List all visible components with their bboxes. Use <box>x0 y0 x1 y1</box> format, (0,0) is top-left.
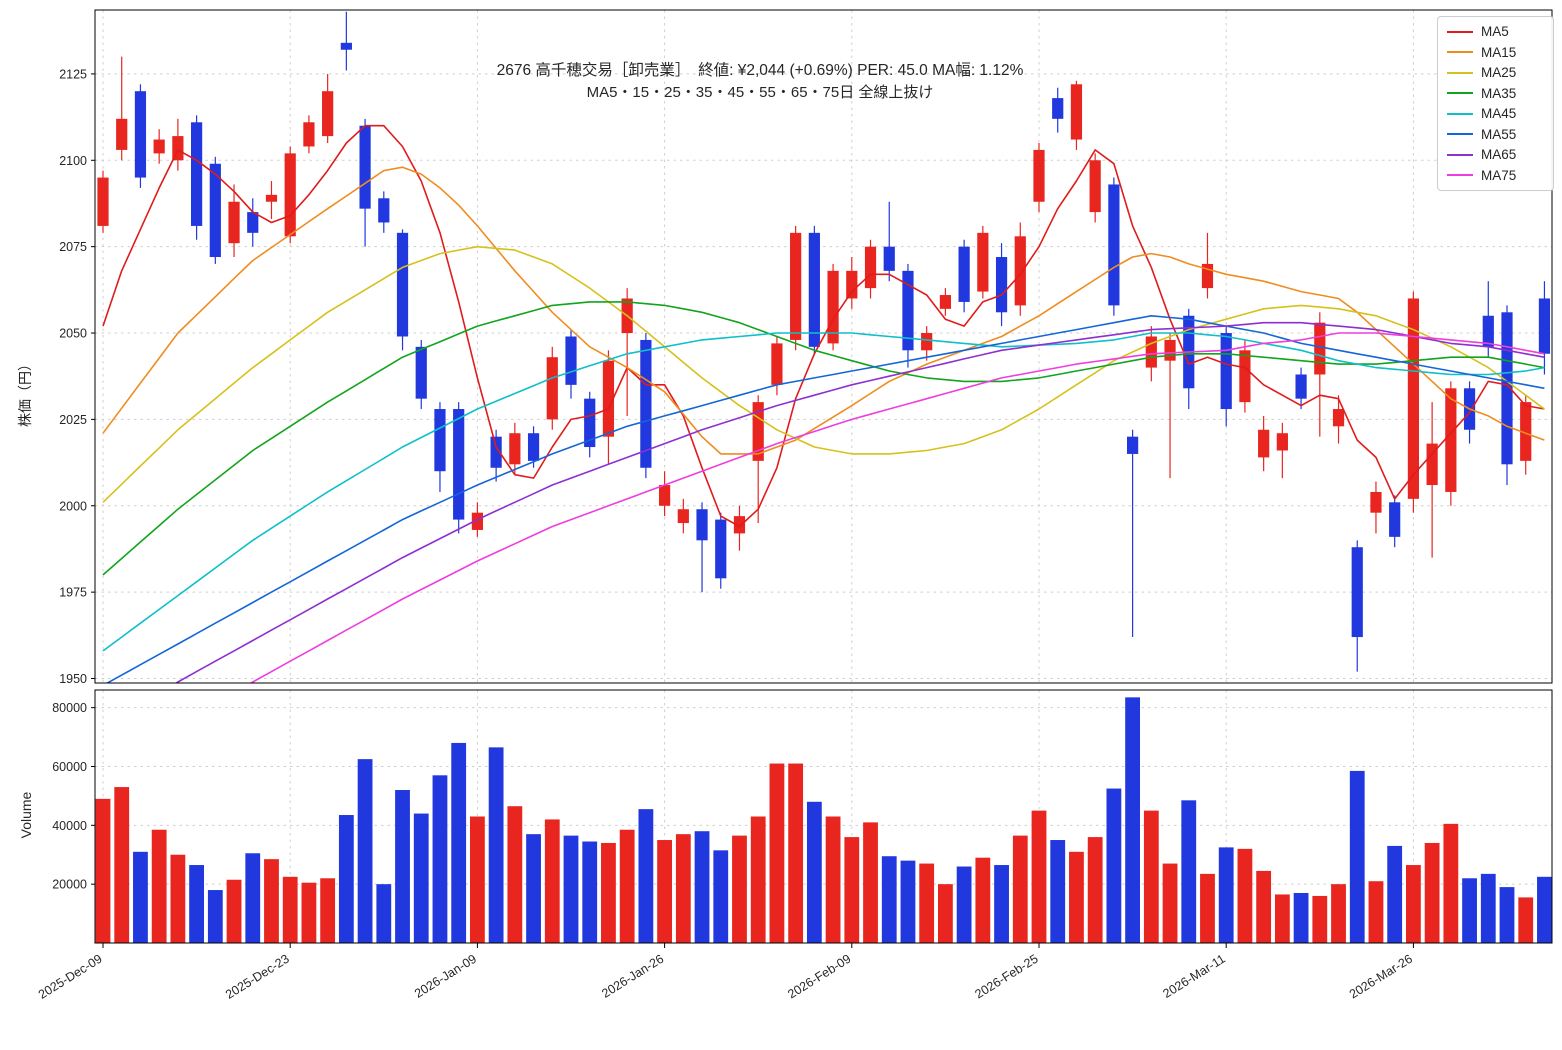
svg-text:2100: 2100 <box>59 154 87 168</box>
legend-item-ma75: MA75 <box>1447 168 1543 183</box>
svg-text:2025: 2025 <box>59 413 87 427</box>
svg-text:2026-Jan-26: 2026-Jan-26 <box>599 952 666 1001</box>
legend-label: MA15 <box>1481 44 1517 60</box>
price-axis-label: 株価（円） <box>17 357 33 427</box>
svg-text:80000: 80000 <box>52 701 87 715</box>
svg-text:2050: 2050 <box>59 327 87 341</box>
legend-label: MA55 <box>1481 126 1517 142</box>
legend-item-ma15: MA15 <box>1447 45 1543 60</box>
legend-item-ma55: MA55 <box>1447 127 1543 142</box>
svg-text:2000: 2000 <box>59 499 87 513</box>
svg-text:2026-Feb-25: 2026-Feb-25 <box>972 952 1040 1002</box>
svg-text:2026-Feb-09: 2026-Feb-09 <box>785 952 853 1002</box>
legend-item-ma65: MA65 <box>1447 147 1543 162</box>
legend-label: MA45 <box>1481 106 1517 121</box>
svg-text:2075: 2075 <box>59 240 87 254</box>
ma5-line-swatch <box>1447 30 1473 33</box>
legend-label: MA75 <box>1481 167 1517 183</box>
svg-text:2026-Mar-26: 2026-Mar-26 <box>1347 952 1415 1002</box>
ma75-line-swatch <box>1447 174 1473 176</box>
legend-item-ma45: MA45 <box>1447 106 1543 121</box>
svg-text:2125: 2125 <box>59 67 87 81</box>
ma25-line-swatch <box>1447 71 1473 74</box>
legend: MA5 MA15 MA25 MA35 MA45 MA55 MA65 MA75 <box>1437 16 1554 191</box>
svg-text:2025-Dec-23: 2025-Dec-23 <box>223 952 292 1002</box>
svg-text:40000: 40000 <box>52 819 87 833</box>
ma65-line-swatch <box>1447 153 1473 156</box>
svg-text:2026-Mar-11: 2026-Mar-11 <box>1160 952 1227 1001</box>
legend-label: MA65 <box>1481 147 1517 162</box>
legend-label: MA5 <box>1481 24 1509 39</box>
legend-item-ma35: MA35 <box>1447 86 1543 101</box>
svg-text:20000: 20000 <box>52 878 87 892</box>
svg-text:60000: 60000 <box>52 760 87 774</box>
volume-axis-label: Volume <box>18 791 34 839</box>
ma45-line-swatch <box>1447 112 1473 115</box>
ma15-line-swatch <box>1447 51 1473 53</box>
ma35-line-swatch <box>1447 92 1473 94</box>
legend-label: MA35 <box>1481 85 1517 101</box>
legend-item-ma25: MA25 <box>1447 65 1543 80</box>
ma55-line-swatch <box>1447 133 1473 135</box>
legend-label: MA25 <box>1481 65 1517 80</box>
svg-text:1950: 1950 <box>59 672 87 686</box>
legend-item-ma5: MA5 <box>1447 24 1543 39</box>
svg-text:2025-Dec-09: 2025-Dec-09 <box>36 952 105 1002</box>
svg-text:1975: 1975 <box>59 586 87 600</box>
svg-text:2026-Jan-09: 2026-Jan-09 <box>412 952 479 1001</box>
